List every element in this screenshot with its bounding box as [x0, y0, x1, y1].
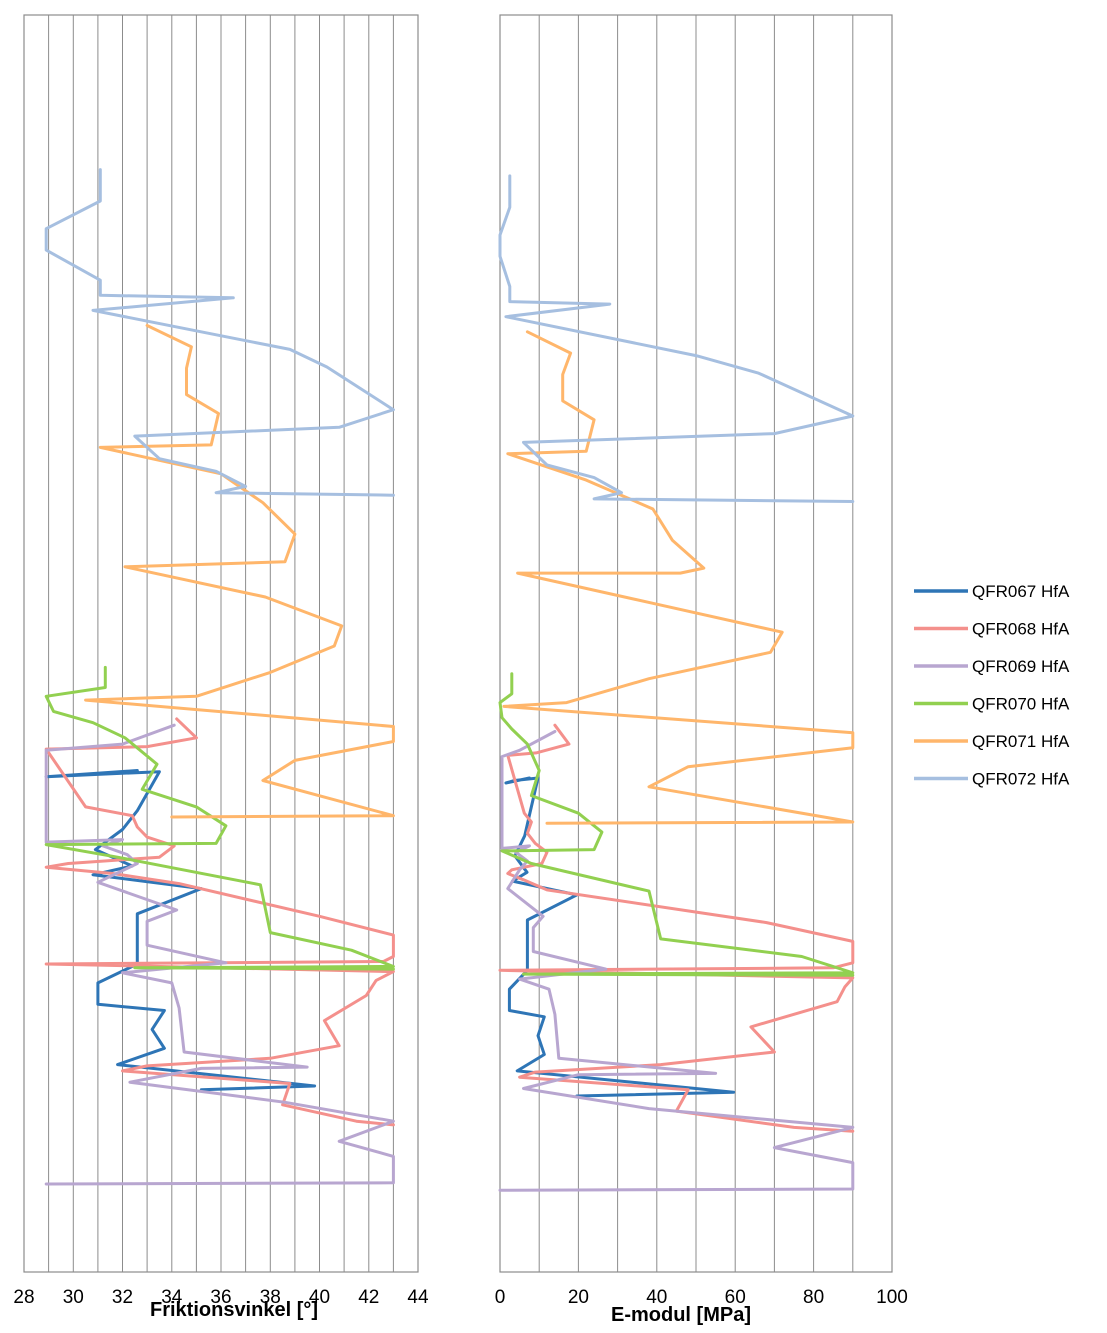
legend-label: QFR067 HfA — [972, 582, 1070, 601]
series-line-1-qfr067 — [44, 769, 317, 1092]
series-line-1-qfr071 — [84, 324, 395, 819]
legend-label: QFR069 HfA — [972, 657, 1070, 676]
series-line-2-qfr069 — [498, 730, 855, 1192]
x-tick-label-1: 38 — [260, 1287, 281, 1308]
series-line-2-qfr067 — [504, 776, 736, 1098]
x-tick-label-1: 34 — [161, 1287, 183, 1308]
x-tick-label-2: 80 — [803, 1287, 824, 1308]
x-tick-label-1: 36 — [210, 1287, 231, 1308]
x-tick-label-2: 0 — [495, 1287, 506, 1308]
x-tick-label-1: 44 — [407, 1287, 429, 1308]
x-tick-label-1: 42 — [358, 1287, 379, 1308]
x-tick-label-2: 40 — [646, 1287, 667, 1308]
series-line-1-qfr068 — [44, 717, 395, 1127]
plot-frame-1 — [23, 14, 419, 1273]
x-tick-label-2: 60 — [725, 1287, 746, 1308]
plot-frame-2 — [499, 14, 893, 1273]
x-tick-label-1: 30 — [63, 1287, 84, 1308]
x-tick-label-2: 100 — [876, 1287, 908, 1308]
legend-label: QFR068 HfA — [972, 620, 1070, 639]
legend-label: QFR070 HfA — [972, 695, 1070, 714]
series-line-2-qfr070 — [498, 672, 855, 977]
x-tick-label-1: 40 — [309, 1287, 330, 1308]
x-axis-title-1: Friktionsvinkel [°] — [150, 1299, 318, 1321]
x-tick-label-2: 20 — [568, 1287, 589, 1308]
legend-label: QFR072 HfA — [972, 770, 1070, 789]
x-tick-label-1: 32 — [112, 1287, 133, 1308]
series-line-2-qfr068 — [498, 723, 855, 1133]
legend-label: QFR071 HfA — [972, 732, 1070, 751]
series-line-1-qfr072 — [44, 168, 395, 497]
x-axis-title-2: E-modul [MPa] — [611, 1304, 751, 1326]
series-line-2-qfr072 — [498, 174, 855, 503]
series-line-2-qfr071 — [502, 330, 855, 825]
x-tick-label-1: 28 — [13, 1287, 34, 1308]
series-line-1-qfr070 — [44, 665, 395, 971]
